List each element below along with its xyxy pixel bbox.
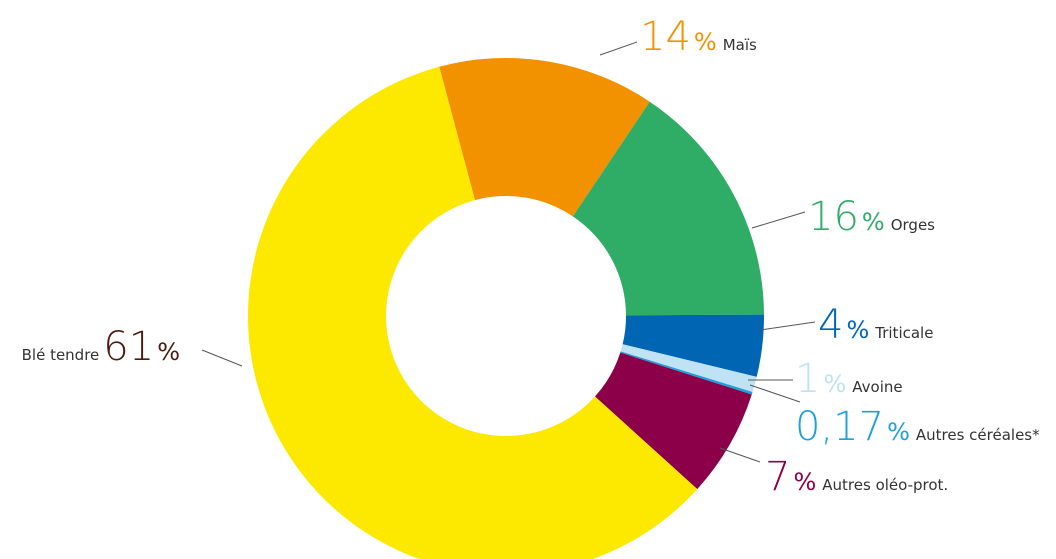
leader-line: [599, 41, 638, 56]
unit-label: %: [887, 418, 910, 446]
donut-slice: [620, 351, 753, 395]
unit-label: %: [823, 370, 846, 398]
slice-label: 16% Orges: [808, 194, 935, 240]
slice-label: 4% Triticale: [818, 302, 933, 348]
leader-line: [719, 447, 761, 463]
unit-label: %: [694, 28, 717, 56]
value-label: 16: [808, 194, 859, 240]
slice-label: Blé tendre 61%: [22, 324, 180, 370]
category-label: Autres céréales*: [916, 426, 1040, 444]
leader-line: [759, 321, 816, 331]
value-label: 4: [818, 302, 843, 348]
donut-slice: [439, 58, 650, 217]
slice-label: 1% Avoine: [795, 356, 903, 402]
category-label: Autres oléo-prot.: [822, 476, 948, 494]
donut-slice: [594, 352, 752, 490]
category-label: Orges: [891, 216, 935, 234]
slice-label: 0,17% Autres céréales*: [795, 404, 1040, 450]
value-label: 14: [640, 14, 691, 60]
slice-label: 14% Maïs: [640, 14, 757, 60]
donut-slice: [572, 101, 764, 316]
value-label: 61: [103, 324, 154, 370]
leader-line: [201, 349, 243, 367]
unit-label: %: [793, 468, 816, 496]
donut-slice: [622, 314, 764, 377]
value-label: 7: [765, 454, 790, 500]
category-label: Avoine: [852, 378, 902, 396]
leader-line: [751, 211, 806, 229]
donut-slice: [248, 66, 698, 559]
value-label: 0,17: [795, 404, 884, 450]
donut-slice: [620, 344, 757, 392]
value-label: 1: [795, 356, 820, 402]
unit-label: %: [862, 208, 885, 236]
leader-line: [749, 384, 801, 403]
category-label: Triticale: [874, 324, 933, 342]
slice-label: 7% Autres oléo-prot.: [765, 454, 948, 500]
category-label: Blé tendre: [22, 346, 100, 364]
unit-label: %: [846, 316, 869, 344]
category-label: Maïs: [723, 36, 757, 54]
unit-label: %: [157, 338, 180, 366]
